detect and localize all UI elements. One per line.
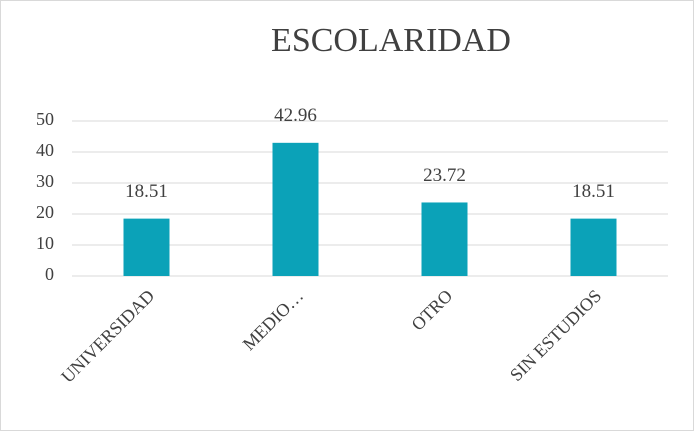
bar — [272, 142, 319, 276]
data-label: 23.72 — [423, 165, 466, 186]
bar — [421, 202, 468, 276]
y-tick-label: 10 — [36, 233, 54, 253]
y-tick-label: 40 — [36, 140, 54, 160]
y-tick-label: 0 — [45, 264, 54, 284]
data-label: 18.51 — [125, 181, 168, 202]
bar — [570, 218, 617, 276]
data-label: 18.51 — [572, 181, 615, 202]
bar — [123, 218, 170, 276]
chart-title: ESCOLARIDAD — [271, 22, 511, 59]
y-tick-label: 30 — [36, 171, 54, 191]
y-tick-label: 20 — [36, 202, 54, 222]
y-tick-label: 50 — [36, 109, 54, 129]
data-label: 42.96 — [274, 105, 317, 126]
